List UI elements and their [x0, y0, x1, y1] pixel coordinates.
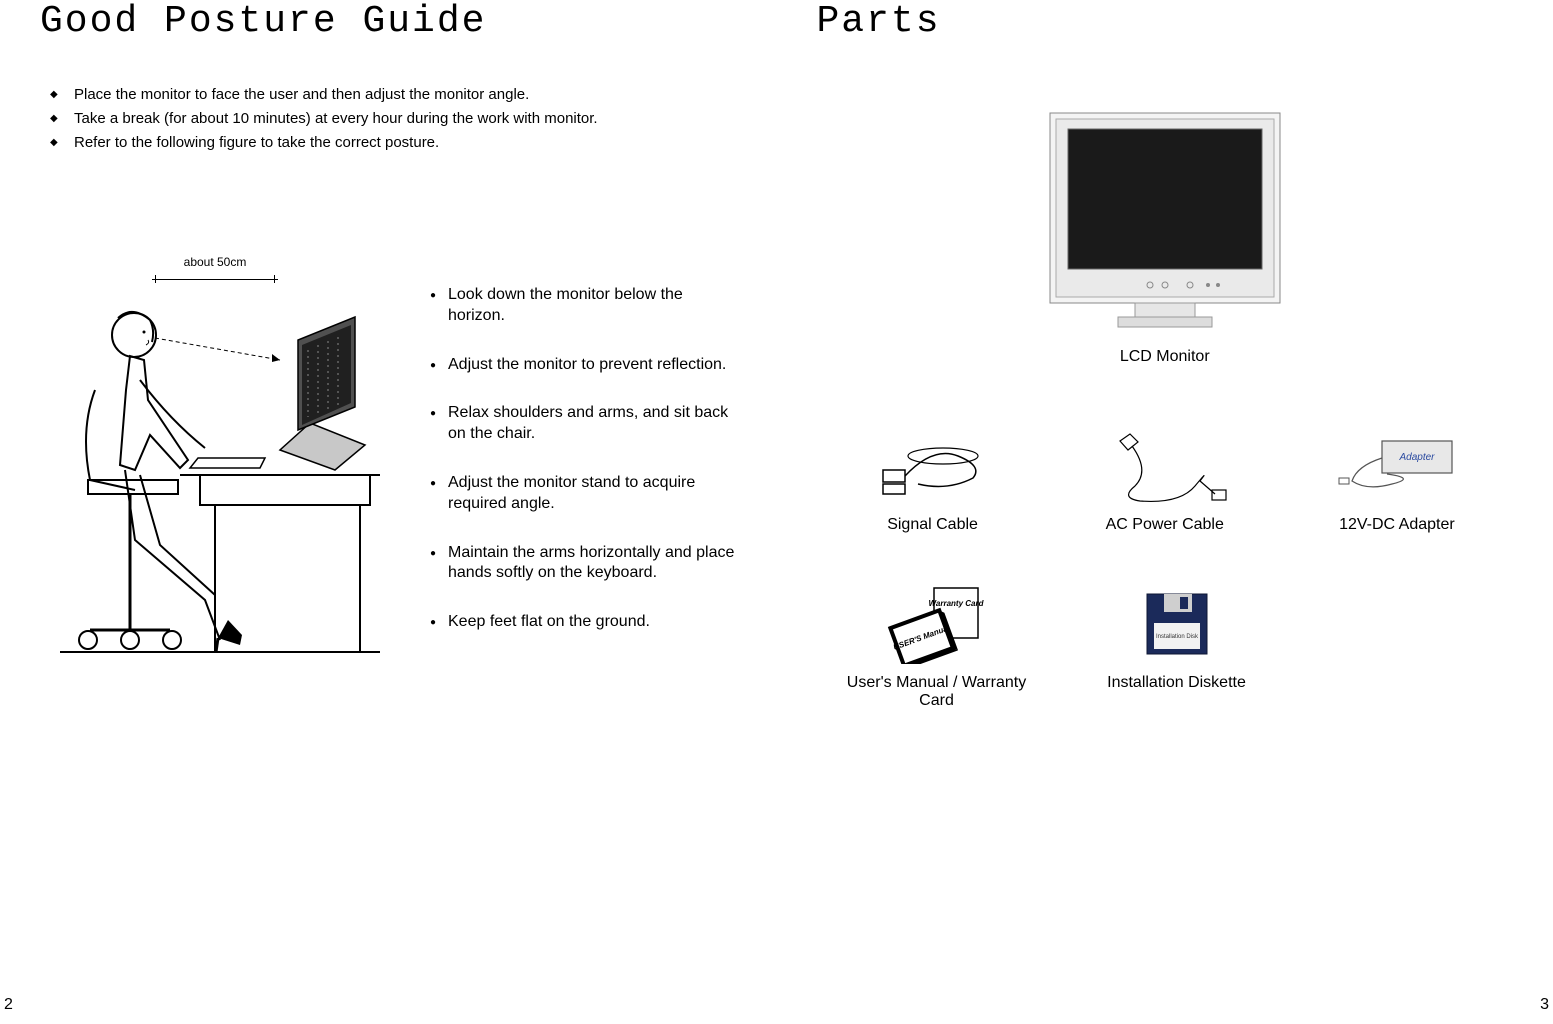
page-number-left: 2 [4, 996, 13, 1014]
tip-item: Adjust the monitor stand to acquire requ… [430, 473, 737, 515]
dc-adapter-label: 12V-DC Adapter [1307, 516, 1487, 534]
ac-power-cable-item: AC Power Cable [1075, 426, 1255, 534]
left-page: Good Posture Guide Place the monitor to … [0, 0, 777, 1024]
bullet-item: Take a break (for about 10 minutes) at e… [50, 107, 737, 131]
tip-item: Adjust the monitor to prevent reflection… [430, 355, 737, 376]
warranty-card-text: Warranty Card [928, 599, 984, 608]
posture-figure-icon [40, 280, 380, 680]
monitor-label: LCD Monitor [1040, 348, 1290, 366]
bullet-item: Refer to the following figure to take th… [50, 131, 737, 155]
dc-adapter-icon: Adapter [1337, 436, 1457, 496]
parts-row-1: Signal Cable AC Power Cable Adapter [817, 426, 1514, 534]
tip-item: Relax shoulders and arms, and sit back o… [430, 403, 737, 445]
diskette-item: Installation Disk Installation Diskette [1087, 584, 1267, 710]
tip-item: Maintain the arms horizontally and place… [430, 543, 737, 585]
monitor-figure: LCD Monitor [1040, 103, 1290, 366]
signal-cable-label: Signal Cable [843, 516, 1023, 534]
lcd-monitor-icon [1040, 103, 1290, 333]
signal-cable-item: Signal Cable [843, 426, 1023, 534]
ac-power-cable-label: AC Power Cable [1075, 516, 1255, 534]
distance-label: about 50cm [155, 255, 275, 269]
parts-title: Parts [817, 0, 1514, 43]
guide-bullets: Place the monitor to face the user and t… [50, 83, 737, 155]
posture-area: about 50cm [40, 255, 737, 675]
signal-cable-icon [878, 436, 988, 496]
right-page: Parts LCD Monitor [777, 0, 1553, 1024]
dc-adapter-item: Adapter 12V-DC Adapter [1307, 426, 1487, 534]
posture-illustration: about 50cm [40, 255, 380, 675]
manual-item: Warranty Card USER'S Manual User's Manua… [847, 584, 1027, 710]
diskette-icon: Installation Disk [1142, 589, 1212, 659]
adapter-text: Adapter [1398, 452, 1435, 463]
posture-tips: Look down the monitor below the horizon.… [430, 285, 737, 661]
manual-icon: Warranty Card USER'S Manual [882, 584, 992, 664]
page-number-right: 3 [1540, 996, 1549, 1014]
parts-row-2: Warranty Card USER'S Manual User's Manua… [817, 584, 1514, 710]
ac-power-cable-icon [1100, 426, 1230, 506]
diskette-text: Installation Disk [1155, 634, 1198, 640]
tip-item: Keep feet flat on the ground. [430, 612, 737, 633]
tip-item: Look down the monitor below the horizon. [430, 285, 737, 327]
bullet-item: Place the monitor to face the user and t… [50, 83, 737, 107]
diskette-label: Installation Diskette [1087, 674, 1267, 692]
manual-label: User's Manual / Warranty Card [847, 674, 1027, 710]
posture-guide-title: Good Posture Guide [40, 0, 737, 43]
parts-grid: LCD Monitor Signal Cable [817, 103, 1514, 760]
